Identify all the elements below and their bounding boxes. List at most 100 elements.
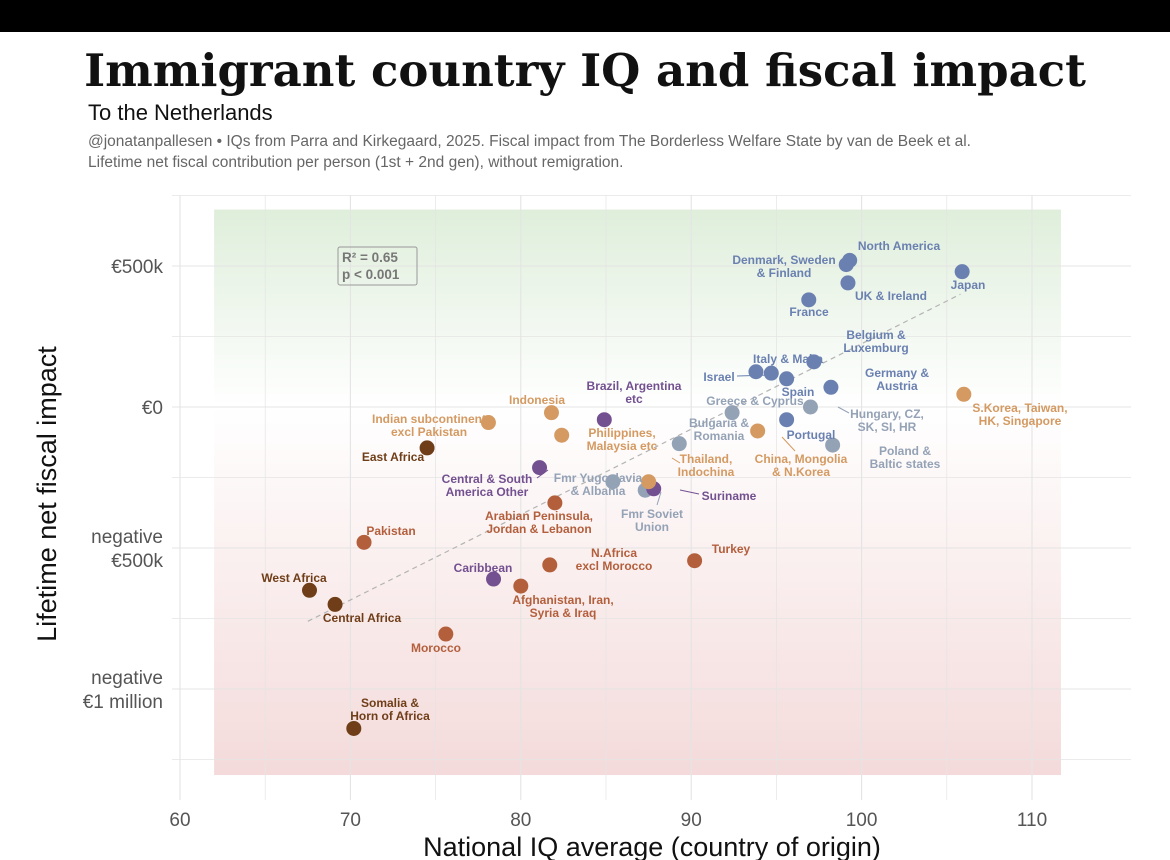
caption-line: @jonatanpallesen • IQs from Parra and Ki…: [88, 133, 971, 150]
point-label: Japan: [951, 278, 986, 292]
data-point: [480, 415, 496, 431]
data-point: [532, 460, 548, 476]
caption-line: Lifetime net fiscal contribution per per…: [88, 154, 624, 171]
data-point: [840, 275, 856, 291]
point-label: N.Africa excl Morocco: [576, 546, 653, 573]
data-point: [596, 412, 612, 428]
data-point: [838, 257, 854, 273]
point-label: Portugal: [787, 428, 836, 442]
data-point: [763, 365, 779, 381]
label-leader: [679, 489, 700, 495]
chart-title: Immigrant country IQ and fiscal impact: [84, 44, 1086, 97]
label-leader: [736, 374, 771, 377]
label-leader: [671, 457, 681, 464]
trend-line: [307, 293, 961, 622]
point-label: East Africa: [362, 450, 425, 464]
point-label: Pakistan: [366, 524, 415, 538]
point-label: Israel: [703, 370, 734, 384]
y-axis-label: Lifetime net fiscal impact: [32, 346, 62, 642]
label-leader: [656, 491, 662, 506]
x-tick-label: 110: [1017, 810, 1047, 831]
chart-subtitle: To the Netherlands: [88, 100, 273, 125]
data-point: [346, 720, 362, 736]
data-point: [779, 412, 795, 428]
stats-text: p < 0.001: [342, 267, 400, 282]
point-label: Brazil, Argentina etc: [587, 379, 682, 406]
x-axis-label: National IQ average (country of origin): [423, 832, 881, 860]
data-point: [356, 534, 372, 550]
y-tick-label: negative €1 million: [83, 668, 163, 713]
point-label: Hungary, CZ, SK, SI, HR: [850, 407, 924, 434]
data-point: [513, 578, 529, 594]
x-tick-label: 100: [846, 810, 878, 831]
data-point: [825, 437, 841, 453]
y-tick-label: €0: [142, 398, 163, 419]
point-label: Morocco: [411, 641, 461, 655]
data-point: [438, 626, 454, 642]
label-leader: [536, 469, 549, 479]
data-point: [327, 596, 343, 612]
data-point: [954, 264, 970, 280]
point-label: North America: [858, 239, 941, 253]
data-point: [302, 582, 318, 598]
data-point: [806, 354, 822, 370]
data-point: [956, 386, 972, 402]
data-point: [543, 405, 559, 421]
point-label: S.Korea, Taiwan, HK, Singapore: [972, 401, 1067, 428]
data-point: [801, 292, 817, 308]
x-tick-label: 70: [340, 810, 361, 831]
point-label: France: [789, 305, 829, 319]
data-point: [802, 399, 818, 415]
y-tick-label: negative €500k: [91, 527, 163, 572]
y-tick-label: €500k: [111, 257, 163, 278]
data-point: [641, 474, 657, 490]
point-label: Turkey: [712, 542, 751, 556]
data-point: [542, 557, 558, 573]
point-label: Caribbean: [454, 561, 513, 575]
point-label: Bulgaria & Romania: [689, 416, 749, 443]
negative-band: [214, 407, 1061, 776]
point-label: Indian subcontinent excl Pakistan: [372, 412, 486, 439]
data-point: [823, 379, 839, 395]
top-black-bar: [0, 0, 1170, 32]
point-label: Germany & Austria: [865, 366, 929, 393]
label-leader: [837, 406, 850, 414]
point-label: Indonesia: [509, 393, 565, 407]
point-label: Belgium & Luxemburg: [843, 328, 908, 355]
point-label: Somalia & Horn of Africa: [350, 696, 430, 723]
positive-band: [214, 209, 1061, 407]
point-label: Thailand, Indochina: [678, 452, 735, 479]
data-point: [748, 364, 764, 380]
point-label: UK & Ireland: [855, 289, 927, 303]
chart-caption: @jonatanpallesen • IQs from Parra and Ki…: [88, 131, 971, 173]
data-point: [671, 436, 687, 452]
point-label: China, Mongolia & N.Korea: [755, 452, 848, 479]
data-point: [687, 553, 703, 569]
point-label: Italy & Malta: [753, 352, 823, 366]
point-label: West Africa: [261, 571, 327, 585]
data-point: [547, 495, 563, 511]
data-point: [419, 440, 435, 456]
point-label: Greece & Cyprus: [706, 394, 804, 408]
point-label: Fmr Soviet Union: [621, 507, 683, 534]
label-leader: [781, 436, 796, 452]
data-point: [724, 405, 740, 421]
point-label: Central Africa: [323, 611, 402, 625]
point-label: Arabian Peninsula, Jordan & Lebanon: [485, 509, 593, 536]
stats-box: [337, 246, 418, 286]
x-tick-label: 80: [510, 810, 531, 831]
data-point: [750, 423, 766, 439]
point-label: Poland & Baltic states: [870, 444, 941, 471]
x-tick-label: 90: [681, 810, 702, 831]
point-label: Central & South America Other: [442, 472, 533, 499]
point-label: Suriname: [702, 489, 757, 503]
data-point: [605, 474, 621, 490]
point-label: Spain: [782, 385, 815, 399]
point-label: Denmark, Sweden & Finland: [732, 253, 835, 280]
data-point: [486, 571, 502, 587]
data-point: [779, 371, 795, 387]
point-label: Afghanistan, Iran, Syria & Iraq: [512, 593, 613, 620]
data-point: [554, 427, 570, 443]
stats-text: R² = 0.65: [342, 250, 398, 265]
